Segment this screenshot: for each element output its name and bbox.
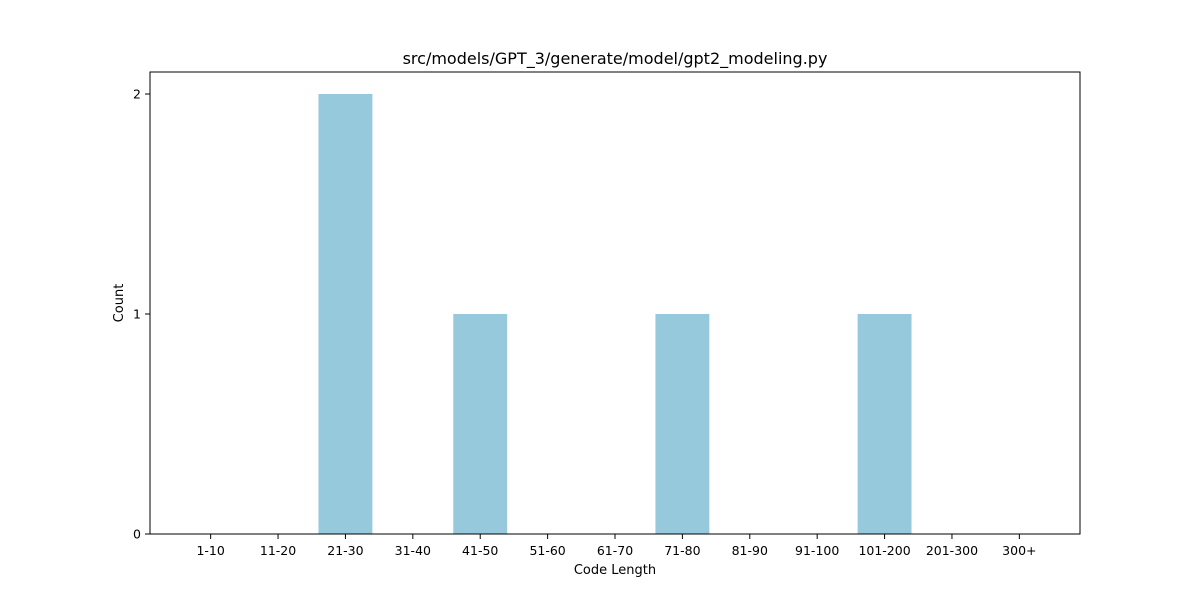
y-axis-ticks: 0 1 2 (133, 87, 150, 542)
y-tick-label: 0 (133, 527, 141, 542)
x-tick-label: 81-90 (732, 543, 768, 558)
x-axis-ticks: 1-10 11-20 21-30 31-40 41-50 51-60 61-70 71-80 8… (196, 534, 1037, 558)
x-tick-label: 91-100 (795, 543, 839, 558)
y-tick-label: 2 (133, 87, 141, 102)
chart-title: src/models/GPT_3/generate/model/gpt2_mod… (403, 49, 828, 69)
bar-71-80 (655, 314, 710, 534)
x-tick-label: 71-80 (664, 543, 700, 558)
x-tick-label: 11-20 (260, 543, 296, 558)
x-tick-label: 21-30 (327, 543, 363, 558)
plot-area-frame (149, 71, 1081, 535)
x-tick-label: 1-10 (196, 543, 224, 558)
x-tick-label: 101-200 (858, 543, 910, 558)
bar-21-30 (318, 94, 373, 534)
x-axis-label: Code Length (574, 563, 656, 578)
bar-41-50 (453, 314, 508, 534)
x-tick-label: 31-40 (395, 543, 431, 558)
x-tick-label: 51-60 (529, 543, 565, 558)
x-tick-label: 300+ (1002, 543, 1036, 558)
y-axis-label: Count (112, 284, 127, 323)
x-tick-label: 201-300 (926, 543, 978, 558)
x-tick-label: 41-50 (462, 543, 498, 558)
y-tick-label: 1 (133, 307, 141, 322)
bar-group (318, 94, 912, 534)
bar-101-200 (857, 314, 912, 534)
x-tick-label: 61-70 (597, 543, 633, 558)
